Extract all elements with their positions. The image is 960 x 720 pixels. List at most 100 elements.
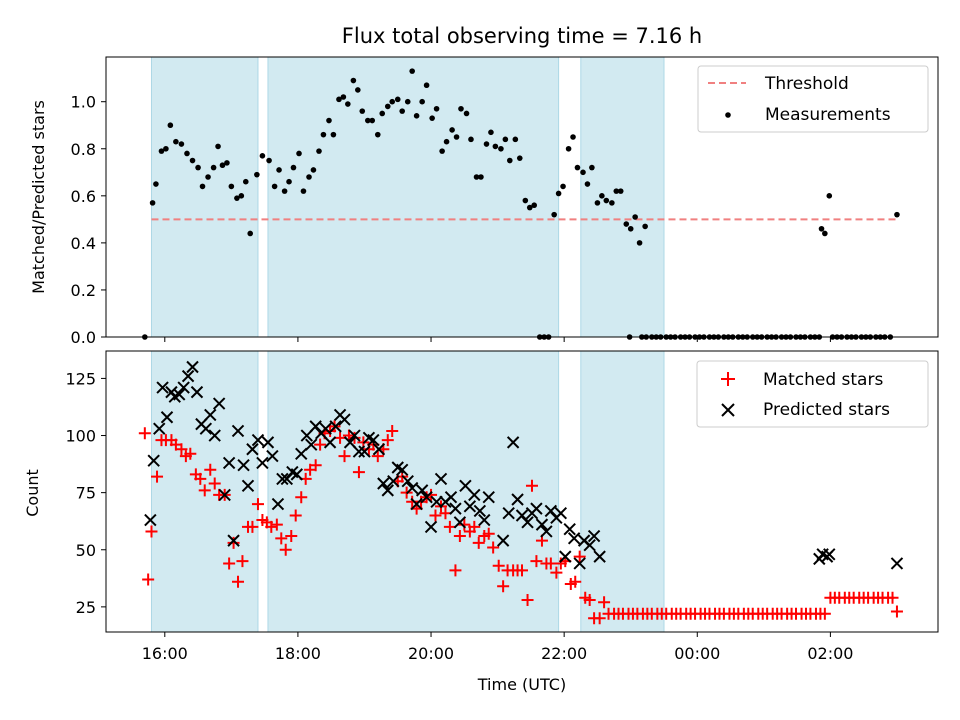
measurement-point xyxy=(822,230,828,237)
predicted-star-point xyxy=(395,463,409,477)
predicted-star-point xyxy=(266,449,279,463)
y-tick-label: 1.0 xyxy=(71,93,96,112)
matched-star-point xyxy=(204,463,217,476)
matched-star-point xyxy=(593,612,606,625)
measurement-point xyxy=(259,153,266,159)
measurement-point xyxy=(296,150,302,157)
matched-star-point xyxy=(194,472,207,485)
measurement-point xyxy=(589,164,595,171)
measurement-point xyxy=(336,96,342,103)
bottom-panel-shading xyxy=(150,350,665,633)
predicted-star-point xyxy=(573,557,586,570)
measurement-point xyxy=(199,183,206,190)
measurement-point xyxy=(369,117,376,124)
measurement-point xyxy=(215,143,221,150)
measurement-point xyxy=(184,150,190,157)
measurement-point xyxy=(826,193,833,199)
measurement-point xyxy=(531,202,538,209)
measurement-point xyxy=(384,103,391,110)
matched-star-point xyxy=(449,564,462,577)
measurement-point xyxy=(443,138,450,145)
y-tick-label: 0.8 xyxy=(71,140,96,159)
matched-star-point xyxy=(458,518,471,531)
predicted-star-point xyxy=(305,438,318,451)
predicted-star-point xyxy=(173,388,186,401)
x-tick-label: 20:00 xyxy=(408,644,454,663)
predicted-star-point xyxy=(890,557,904,570)
legend-threshold-label: Threshold xyxy=(764,74,849,94)
predicted-star-point xyxy=(199,422,213,435)
predicted-star-point xyxy=(218,488,231,502)
measurement-point xyxy=(516,155,523,161)
measurement-point xyxy=(458,105,464,112)
matched-star-point xyxy=(890,605,903,618)
matched-star-point xyxy=(246,520,259,533)
matched-star-point xyxy=(236,555,249,568)
measurement-point xyxy=(310,167,317,173)
bottom-panel-frame xyxy=(105,350,939,633)
predicted-star-point xyxy=(593,550,606,563)
measurement-point xyxy=(570,134,576,140)
y-tick-label: 25 xyxy=(76,598,96,617)
measurement-point xyxy=(636,240,643,246)
measurement-point xyxy=(404,98,411,105)
predicted-star-point xyxy=(430,495,443,508)
matched-star-point xyxy=(279,543,292,556)
matched-star-point xyxy=(352,466,365,479)
matched-star-point xyxy=(550,566,563,579)
predicted-star-point xyxy=(540,525,553,538)
measurement-point xyxy=(238,193,245,199)
measurement-point xyxy=(584,181,591,187)
matched-star-point xyxy=(521,594,534,607)
matched-star-point xyxy=(275,532,288,545)
predicted-star-point xyxy=(381,484,394,497)
matched-star-point xyxy=(598,596,611,609)
predicted-star-point xyxy=(348,429,361,442)
predicted-star-point xyxy=(186,360,199,374)
matched-star-point xyxy=(285,530,298,543)
measurement-point xyxy=(306,174,312,180)
predicted-star-point xyxy=(367,433,380,447)
measurement-point xyxy=(326,117,332,124)
predicted-star-point xyxy=(246,443,259,456)
predicted-star-point xyxy=(160,411,174,424)
predicted-star-point xyxy=(444,491,458,504)
measurement-point xyxy=(316,148,322,154)
predicted-star-point xyxy=(583,538,596,552)
predicted-star-point xyxy=(256,456,269,470)
measurement-point xyxy=(613,188,620,194)
measurement-point xyxy=(195,164,201,171)
measurement-point xyxy=(594,200,601,206)
legend-matched-label: Matched stars xyxy=(763,370,883,390)
matched-star-point xyxy=(386,424,399,437)
predicted-star-point xyxy=(237,459,250,472)
measurement-point xyxy=(423,82,430,89)
measurement-point xyxy=(642,223,648,230)
measurement-point xyxy=(488,129,494,136)
measurement-point xyxy=(340,94,347,100)
measurement-point xyxy=(429,115,435,121)
top-panel: 0.0 0.2 0.4 0.6 0.8 1.0 Matched/Predicted sta… xyxy=(29,56,939,347)
bottom-panel: 25 50 75 100 125 16:00 18:00 20:00 22:00 00:00 02… xyxy=(23,350,939,694)
matched-star-point xyxy=(497,580,510,593)
measurement-point xyxy=(189,157,196,164)
matched-star-point xyxy=(468,520,481,533)
top-y-ticks: 0.0 0.2 0.4 0.6 0.8 1.0 xyxy=(71,93,106,347)
matched-star-point xyxy=(472,536,485,549)
predicted-star-point xyxy=(535,518,549,531)
predicted-star-point xyxy=(323,436,337,449)
matched-star-point xyxy=(295,491,308,504)
measurement-point xyxy=(506,157,513,164)
predicted-star-point xyxy=(449,502,462,515)
measurement-point xyxy=(389,98,396,105)
measurement-point xyxy=(617,188,624,194)
measurement-point xyxy=(345,101,351,107)
measurement-point xyxy=(224,160,230,166)
measurement-point xyxy=(599,193,605,199)
measurement-point xyxy=(266,157,272,164)
measurement-point xyxy=(320,131,327,138)
y-tick-label: 0.6 xyxy=(71,187,96,206)
matched-star-point xyxy=(289,509,302,522)
measurement-point xyxy=(492,143,499,150)
